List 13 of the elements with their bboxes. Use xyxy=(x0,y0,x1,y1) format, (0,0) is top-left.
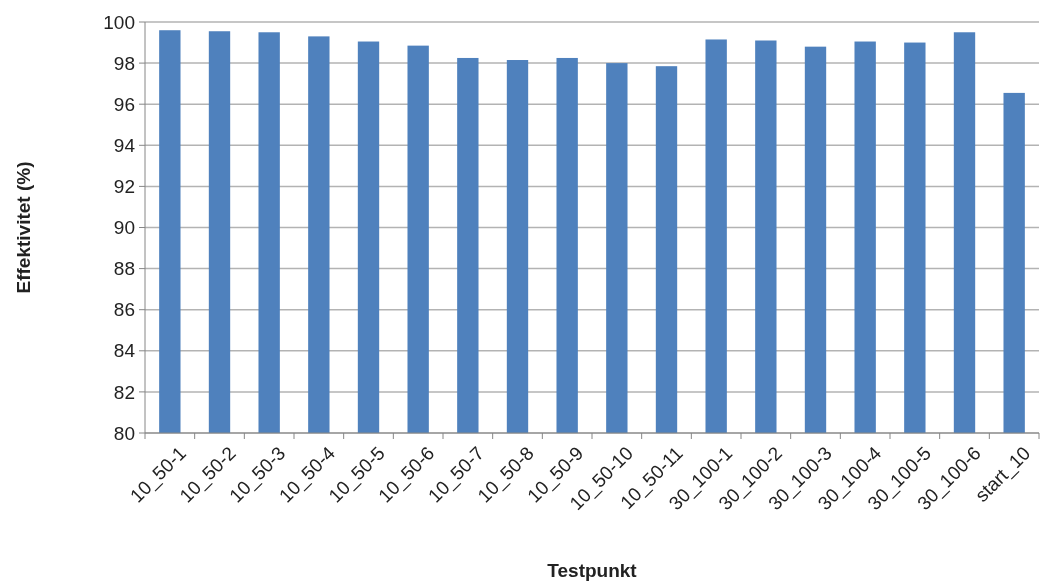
y-tick-label: 86 xyxy=(113,299,135,321)
y-tick-label: 90 xyxy=(113,217,135,239)
y-tick-label: 100 xyxy=(103,11,135,33)
x-axis-title: Testpunkt xyxy=(547,560,638,581)
y-tick-label: 96 xyxy=(113,93,135,115)
y-tick-label: 82 xyxy=(113,381,135,403)
y-tick-label: 94 xyxy=(113,134,136,156)
y-tick-label: 80 xyxy=(113,422,135,444)
y-tick-label: 84 xyxy=(113,340,136,362)
y-axis-title: Effektivitet (%) xyxy=(13,161,34,294)
y-tick-label: 92 xyxy=(113,176,135,198)
y-tick-label: 98 xyxy=(113,52,135,74)
y-tick-label: 88 xyxy=(113,258,135,280)
